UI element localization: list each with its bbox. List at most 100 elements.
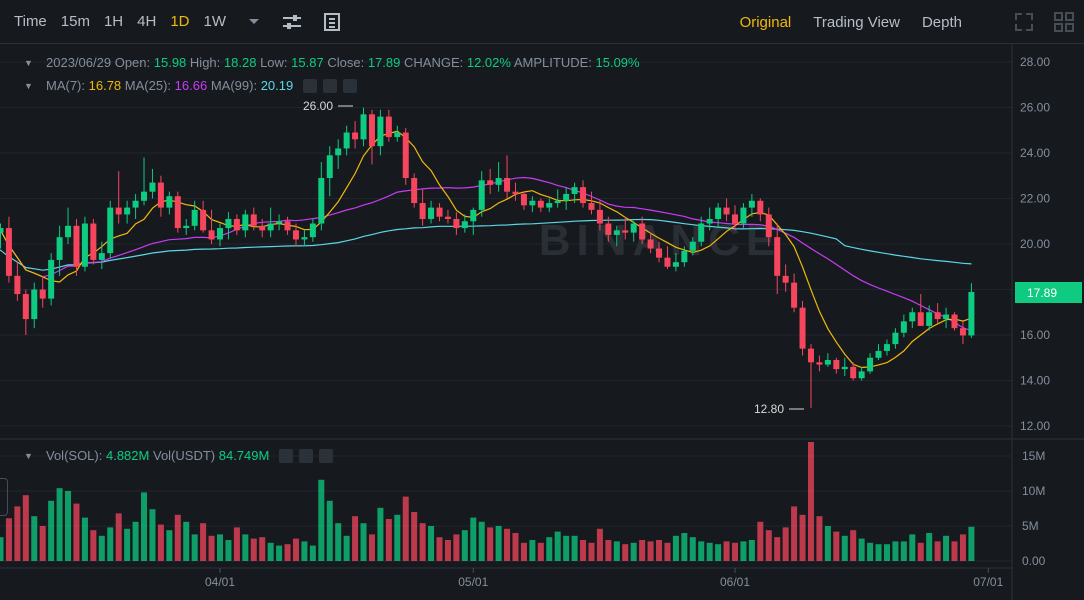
ohlc-collapse-caret[interactable]: ▼ [24,58,33,68]
volume-info: Vol(SOL): 4.882M Vol(USDT) 84.749M [46,448,333,464]
ma-settings-icon[interactable] [322,78,337,93]
candle-body [732,214,738,224]
timeframe-1w[interactable]: 1W [203,13,227,30]
amplitude-label: AMPLITUDE: [513,55,592,70]
sidebar-toggle-handle[interactable] [0,478,8,516]
candle-body [90,223,97,260]
watermark: BINANCE [539,216,781,265]
volume-bar [689,537,696,561]
volume-bar [622,544,629,561]
ohlc-info: 2023/06/29 Open: 15.98 High: 18.28 Low: … [46,55,640,70]
chart-toolbar: Time 15m 1H 4H 1D 1W Original Trading Vi… [0,0,1084,44]
timeframe-1h[interactable]: 1H [103,13,124,30]
candle-body [352,132,359,140]
candle-body [588,203,595,210]
timeframe-time[interactable]: Time [14,13,47,30]
ma-visibility-icon[interactable] [302,78,317,93]
price-axis-label: 16.00 [1020,328,1050,342]
volume-bar [732,542,738,561]
volume-bar [926,533,933,561]
candle-body [461,221,468,229]
candle-body [495,178,502,185]
volume-bar [402,496,409,561]
view-original[interactable]: Original [739,13,792,31]
indicators-icon[interactable] [324,12,341,31]
volume-bar [318,479,325,561]
volume-bar [377,507,384,561]
fullscreen-icon[interactable] [1014,12,1034,32]
ma-collapse-caret[interactable]: ▼ [24,81,33,91]
candle-body [892,332,899,345]
volume-bar [394,514,401,561]
volume-bar [132,521,139,561]
candle-body [723,207,730,215]
candle-body [444,216,451,219]
candle-body [149,182,156,192]
volume-bar [217,534,223,561]
view-depth[interactable]: Depth [921,13,962,31]
high-marker: 26.00 [303,99,353,113]
volume-bar [630,542,637,561]
volume-bar [98,535,105,561]
timeframe-15m[interactable]: 15m [60,13,90,30]
vol-collapse-caret[interactable]: ▼ [24,451,33,461]
indicator-settings-icon[interactable] [282,14,302,30]
candle-body [309,223,316,238]
price-axis-label: 12.00 [1020,419,1050,433]
candle-body [335,148,342,156]
volume-bar [791,506,798,561]
vol-close-icon[interactable] [318,448,333,463]
ma-close-icon[interactable] [342,78,357,93]
layout-grid-icon[interactable] [1054,12,1074,32]
volume-bar [250,538,257,561]
ma7-label: MA(7): [46,78,85,93]
volume-bar [141,492,148,561]
date-axis-label: 04/01 [205,575,235,589]
price-axis: 28.0026.0024.0022.0020.0018.0016.0014.00… [1020,55,1050,433]
volume-bar [200,523,207,561]
candle-body [217,228,223,240]
vol-visibility-icon[interactable] [278,448,293,463]
volume-bar [487,527,494,561]
high-marker-label: 26.00 [303,99,333,113]
candle-body [858,371,865,379]
candle-body [639,223,646,240]
candle-body [807,348,814,363]
candle-body [470,209,477,222]
volume-bar [284,544,291,561]
volume-axis-label: 0.00 [1022,554,1046,568]
candle-body [672,262,679,267]
candle-body [791,282,798,308]
volume-bar [309,545,316,561]
volume-bar [73,503,80,561]
moving-average-lines [0,130,972,369]
volume-bar [31,516,38,561]
candle-body [850,366,857,379]
candle-body [115,207,122,215]
timeframe-4h[interactable]: 4H [137,13,157,30]
open-label: Open: [114,55,151,70]
volume-bar [191,534,198,561]
timeframe-1d[interactable]: 1D [170,13,190,30]
candle-body [816,362,823,365]
candle-body [630,223,637,233]
candle-body [124,207,131,215]
timeframe-dropdown-icon[interactable] [248,18,260,26]
date-axis: 04/01 05/01 06/01 07/01 [205,568,1004,589]
volume-bar [934,541,941,561]
vol-settings-icon[interactable] [298,448,313,463]
view-trading-view[interactable]: Trading View [813,13,900,31]
candle-body [951,314,958,329]
volume-axis-label: 10M [1022,484,1045,498]
candle-body [107,207,114,254]
volume-bar [124,528,131,561]
candle-body [504,178,511,192]
candle-body [233,218,240,231]
candle-body [22,294,29,320]
price-axis-label: 26.00 [1020,101,1050,115]
candle-body [715,207,722,219]
volume-bar [917,542,924,561]
volume-bar [774,537,781,561]
volume-bar [292,538,299,561]
candle-body [900,321,907,333]
